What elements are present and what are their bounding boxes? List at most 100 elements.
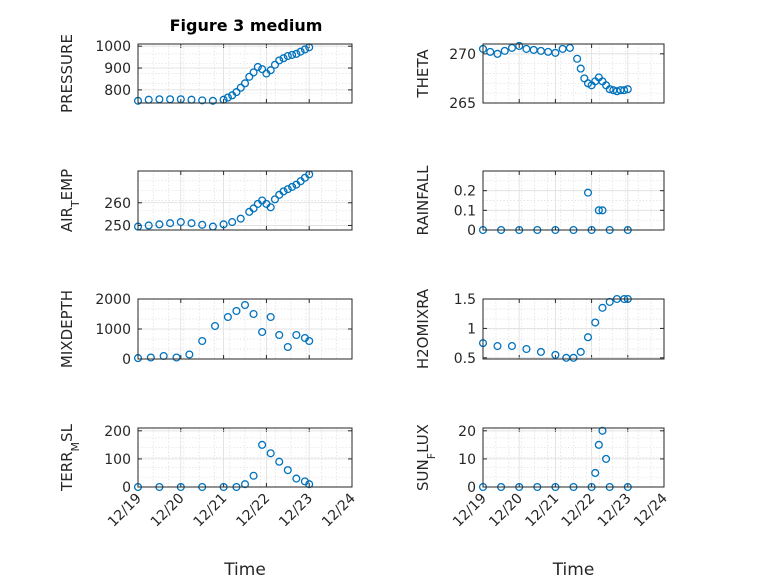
axes-background [483,428,664,487]
data-point [223,312,232,322]
data-point [551,48,560,57]
data-point [486,47,495,56]
axes-background [138,171,352,230]
data-point [576,64,585,73]
data-point [583,188,593,197]
data-point [565,43,574,52]
data-point [515,41,524,51]
y-tick-label: 0.5 [454,351,476,367]
data-point [288,182,297,191]
y-tick-label: 1000 [95,39,131,55]
data-point [166,219,175,228]
data-point [598,206,607,215]
data-point [569,353,578,362]
data-point [551,350,560,359]
data-point [245,72,254,81]
data-point [591,468,600,478]
data-point [493,342,502,351]
data-point [500,46,509,55]
x-tick-label: 12/24 [319,490,359,530]
y-axis-label: TERRMSL [58,423,82,492]
data-point [223,93,232,102]
data-point [249,68,258,77]
x-tick-label: 12/20 [148,491,188,531]
y-tick-label: 2000 [95,292,131,308]
axes-background [138,44,352,103]
y-tick-label: 900 [104,61,131,77]
data-point [279,187,288,196]
data-point [296,47,305,56]
y-tick-label: 200 [104,424,131,440]
data-point [275,457,284,466]
data-point [236,83,245,92]
y-axis-label: SUNFLUX [414,424,438,491]
axes-background [483,171,664,230]
data-point [623,85,632,94]
y-axis-label: AIRTEMP [58,169,82,232]
axes-background [138,428,352,487]
x-tick-label: 12/23 [276,491,316,531]
data-point [240,300,250,310]
data-point [249,309,258,319]
data-point [228,218,237,227]
data-point [240,480,250,489]
data-point [305,336,314,346]
data-point [185,350,194,359]
axes-pressure: 800 900 1000 PRESSURE [58,34,353,113]
data-point [240,79,250,88]
y-tick-label: 260 [104,196,131,212]
data-point [507,342,517,351]
data-point [249,204,258,213]
axes-frame [482,170,665,231]
data-point [253,62,262,71]
figure-title: Figure 3 medium [170,16,323,35]
data-point [198,336,207,346]
y-tick-label: 265 [449,96,476,112]
data-point [279,54,288,63]
data-point [536,347,545,356]
data-point [493,49,502,58]
x-tick-label: 12/23 [595,491,635,531]
y-tick-label: 270 [449,47,476,63]
data-point [144,221,153,230]
data-point [292,49,301,58]
axes-sun_flux: 0 10 20 SUNFLUX 12/1912/2012/2112/2212/2312/… [414,424,671,580]
data-point [266,449,275,458]
data-point [176,218,185,227]
data-point [249,471,258,480]
y-axis-label: MIXDEPTH [58,290,76,368]
x-tick-label: 12/19 [450,491,490,531]
data-point [232,88,241,97]
axes-rainfall: 0 0.1 0.2 RAINFALL [414,165,665,239]
data-point [598,303,607,312]
y-tick-label: 1.5 [454,292,476,308]
axes-frame [482,427,665,488]
axes-mixdepth: 0 1000 2000 MIXDEPTH [58,290,353,368]
x-tick-label: 12/21 [522,491,562,531]
data-point [283,51,292,61]
axes-frame [137,43,353,104]
x-tick-label: 12/20 [486,491,526,531]
y-axis-label: THETA [414,49,432,99]
data-point [598,426,607,435]
y-tick-label: 0 [467,480,476,496]
data-point [594,206,603,215]
axes-frame [482,298,665,360]
data-point [146,353,155,362]
x-tick-label: 12/22 [559,491,599,531]
axes-frame [137,298,353,360]
data-point [258,440,267,449]
data-point [620,86,629,95]
y-tick-label: 1 [467,321,476,337]
data-point [573,54,582,63]
y-tick-label: 0 [122,480,131,496]
axes-frame [137,427,353,488]
data-point [208,96,217,105]
data-point [236,214,245,223]
data-point [605,85,614,94]
y-axis-label: PRESSURE [58,34,76,113]
data-point [583,333,593,342]
data-point [305,480,314,489]
axes-h2omixra: 0.5 1 1.5 H2OMIXRA [414,288,665,369]
data-point [270,60,280,69]
